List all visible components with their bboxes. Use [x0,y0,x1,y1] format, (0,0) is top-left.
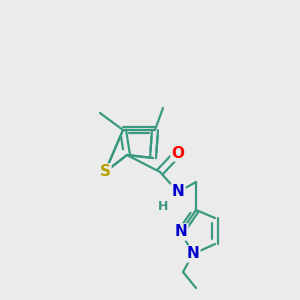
Text: O: O [172,146,184,160]
Text: N: N [172,184,184,200]
Text: N: N [175,224,188,239]
Text: H: H [158,200,168,214]
Text: S: S [100,164,110,179]
Text: N: N [187,247,200,262]
